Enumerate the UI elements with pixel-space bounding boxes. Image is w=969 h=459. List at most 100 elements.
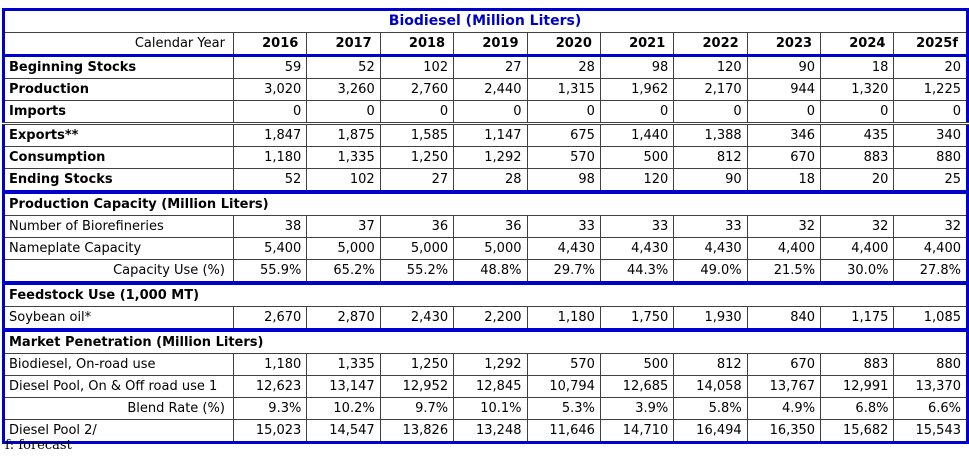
value-cell: 346	[746, 122, 822, 147]
value-cell: 3,020	[232, 78, 308, 101]
value-cell: 0	[526, 100, 601, 124]
table-row: Nameplate Capacity 5,400 5,000 5,000 5,000 4,…	[3, 237, 968, 260]
section-header-row: Production Capacity (Million Liters)	[3, 190, 968, 216]
table-row: Capacity Use (%) 55.9% 65.2% 55.2% 48.8% 29.7…	[3, 259, 968, 284]
value-cell: 4,430	[673, 237, 748, 260]
value-cell: 1,388	[673, 122, 748, 147]
value-cell: 2,200	[453, 306, 528, 331]
year-header-2023: 2023	[746, 32, 822, 57]
section-header-label: Feedstock Use (1,000 MT)	[3, 281, 968, 307]
value-cell: 28	[453, 168, 528, 193]
year-header-2024: 2024	[820, 32, 895, 57]
value-cell: 12,623	[232, 375, 308, 398]
value-cell: 670	[746, 146, 822, 169]
value-cell: 1,320	[820, 78, 895, 101]
table-row: Imports 0 0 0 0 0 0 0 0 0 0	[3, 100, 968, 124]
value-cell: 6.6%	[893, 397, 968, 420]
value-cell: 2,430	[379, 306, 455, 331]
value-cell: 0	[232, 100, 308, 124]
value-cell: 2,440	[453, 78, 528, 101]
value-cell: 1,292	[453, 353, 528, 376]
value-cell: 59	[232, 55, 308, 79]
value-cell: 1,250	[379, 146, 455, 169]
value-cell: 12,991	[820, 375, 895, 398]
value-cell: 5,400	[232, 237, 308, 260]
value-cell: 15,682	[820, 419, 895, 443]
table-row: Soybean oil* 2,670 2,870 2,430 2,200 1,180 1,7…	[3, 306, 968, 331]
value-cell: 812	[673, 353, 748, 376]
year-header-2025f: 2025f	[893, 32, 968, 57]
value-cell: 5,000	[379, 237, 455, 260]
value-cell: 16,350	[746, 419, 822, 443]
table-row: Diesel Pool 2/15,023 14,547 13,826 13,248 11…	[3, 419, 968, 443]
value-cell: 21.5%	[746, 259, 822, 284]
year-header-2022: 2022	[673, 32, 748, 57]
value-cell: 98	[599, 55, 675, 79]
value-cell: 0	[379, 100, 455, 124]
value-cell: 883	[820, 353, 895, 376]
value-cell: 0	[306, 100, 381, 124]
row-label: Soybean oil*	[3, 306, 234, 331]
value-cell: 32	[893, 215, 968, 238]
value-cell: 3,260	[306, 78, 381, 101]
value-cell: 1,175	[820, 306, 895, 331]
value-cell: 1,180	[232, 146, 308, 169]
table-row: Biodiesel, On-road use 1,180 1,335 1,250 1,2…	[3, 353, 968, 376]
row-label: Imports	[3, 100, 234, 124]
value-cell: 6.8%	[820, 397, 895, 420]
value-cell: 12,685	[599, 375, 675, 398]
row-label: Consumption	[3, 146, 234, 169]
value-cell: 98	[526, 168, 601, 193]
row-label: Diesel Pool, On & Off road use 1	[3, 375, 234, 398]
row-label: Biodiesel, On-road use	[3, 353, 234, 376]
table-row: Diesel Pool, On & Off road use 1 12,623 13…	[3, 375, 968, 398]
value-cell: 11,646	[526, 419, 601, 443]
value-cell: 120	[599, 168, 675, 193]
value-cell: 48.8%	[453, 259, 528, 284]
value-cell: 1,180	[526, 306, 601, 331]
value-cell: 13,826	[379, 419, 455, 443]
value-cell: 1,930	[673, 306, 748, 331]
value-cell: 14,710	[599, 419, 675, 443]
value-cell: 102	[379, 55, 455, 79]
value-cell: 2,170	[673, 78, 748, 101]
table-title-row: Biodiesel (Million Liters)	[4, 10, 968, 33]
value-cell: 33	[599, 215, 675, 238]
value-cell: 55.2%	[379, 259, 455, 284]
value-cell: 5,000	[453, 237, 528, 260]
year-header-2018: 2018	[379, 32, 455, 57]
value-cell: 49.0%	[673, 259, 748, 284]
value-cell: 0	[893, 100, 968, 124]
value-cell: 29.7%	[526, 259, 601, 284]
value-cell: 36	[453, 215, 528, 238]
year-header-2016: 2016	[232, 32, 308, 57]
value-cell: 883	[820, 146, 895, 169]
biodiesel-table: Biodiesel (Million Liters) Calendar Year…	[2, 8, 969, 444]
value-cell: 500	[599, 146, 675, 169]
value-cell: 1,335	[306, 353, 381, 376]
value-cell: 36	[379, 215, 455, 238]
value-cell: 10.2%	[306, 397, 381, 420]
row-label: Production	[3, 78, 234, 101]
table-row: Consumption 1,180 1,335 1,250 1,292 570 500 812…	[3, 146, 968, 169]
section-header-row: Feedstock Use (1,000 MT)	[3, 281, 968, 307]
value-cell: 1,180	[232, 353, 308, 376]
value-cell: 120	[673, 55, 748, 79]
value-cell: 30.0%	[820, 259, 895, 284]
value-cell: 1,147	[453, 122, 528, 147]
value-cell: 880	[893, 146, 968, 169]
value-cell: 44.3%	[599, 259, 675, 284]
value-cell: 4,400	[746, 237, 822, 260]
table-row: Blend Rate (%) 9.3% 10.2% 9.7% 10.1% 5.3% 3.9%…	[3, 397, 968, 420]
row-label: Number of Biorefineries	[3, 215, 234, 238]
value-cell: 18	[746, 168, 822, 193]
value-cell: 675	[526, 122, 601, 147]
value-cell: 28	[526, 55, 601, 79]
year-header-2020: 2020	[526, 32, 601, 57]
table-row: Production 3,020 3,260 2,760 2,440 1,315 1,962…	[3, 78, 968, 101]
value-cell: 32	[820, 215, 895, 238]
section-header-label: Production Capacity (Million Liters)	[3, 190, 968, 216]
table-row: Beginning Stocks 59 52 102 27 28 98 120 90 18 20	[3, 55, 968, 79]
value-cell: 12,952	[379, 375, 455, 398]
value-cell: 1,440	[599, 122, 675, 147]
